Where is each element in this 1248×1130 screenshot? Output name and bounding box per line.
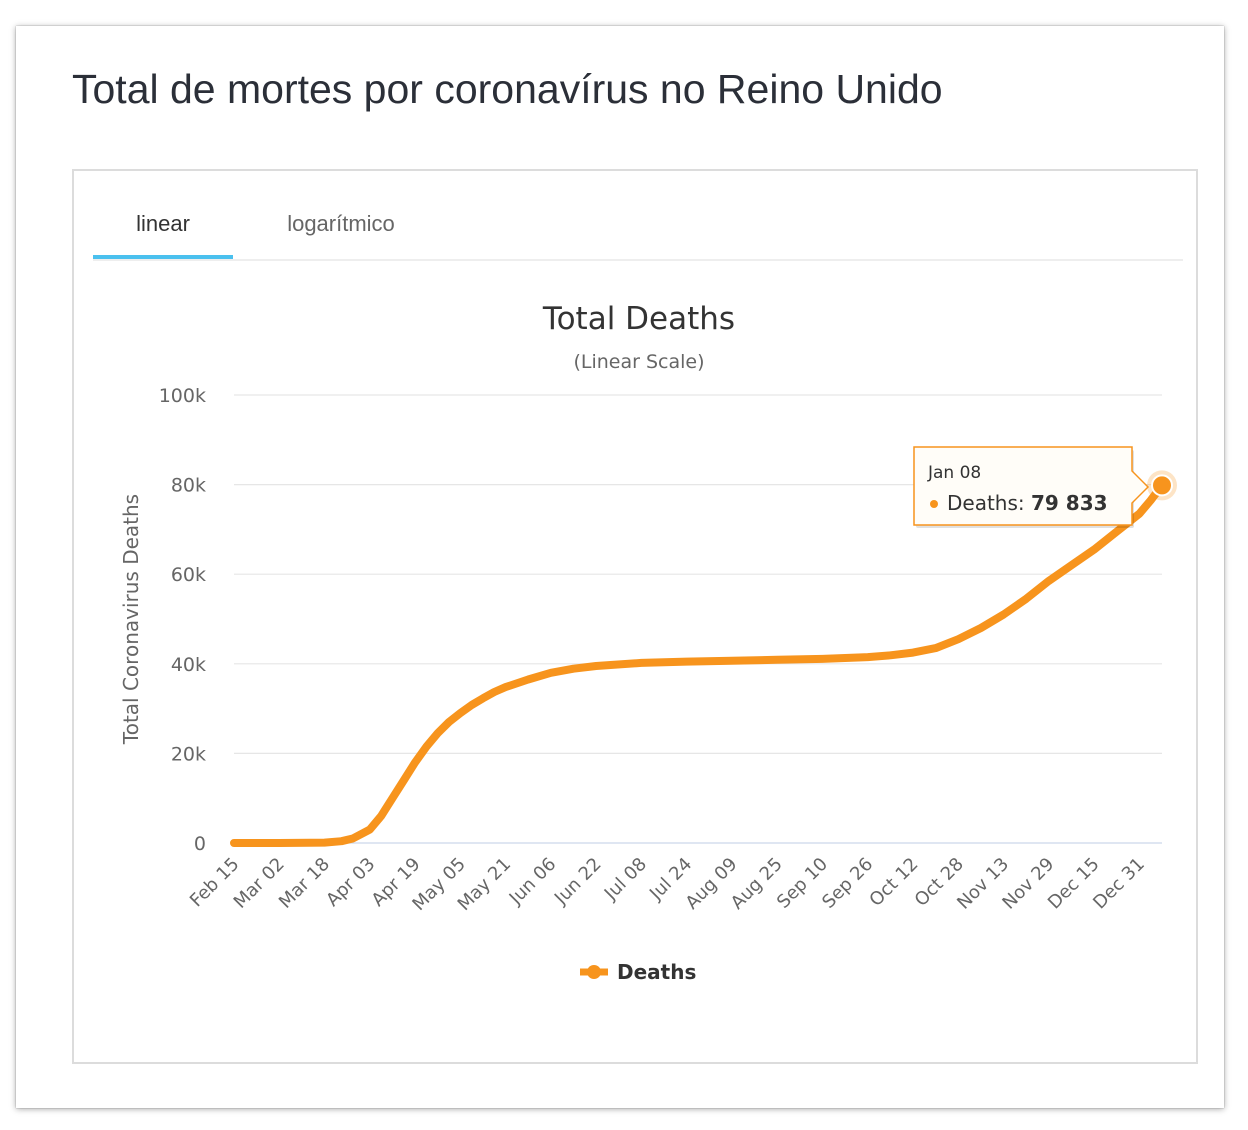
deaths-line-chart: Total Deaths (Linear Scale) 0 20k 40k 60k 80k 1… [119, 301, 1177, 984]
chart-card: Total de mortes por coronavírus no Reino… [16, 26, 1224, 1108]
x-tick-label: Oct 12 [865, 854, 922, 911]
legend-label-deaths: Deaths [617, 960, 696, 984]
tab-logarithmic[interactable]: logarítmico [287, 211, 395, 236]
x-tick-label: Apr 03 [322, 854, 379, 911]
x-tick-label: Mar 18 [275, 854, 334, 913]
x-tick-label: Aug 25 [727, 854, 787, 914]
chart-panel: linear logarítmico Total Deaths (Linear S… [72, 169, 1198, 1064]
tooltip-value: 79 833 [1031, 491, 1108, 515]
x-tick-label: Sep 26 [818, 854, 877, 913]
chart-subtitle: (Linear Scale) [573, 351, 704, 373]
y-tick-label: 40k [171, 654, 206, 676]
x-tick-label: Jul 08 [600, 854, 651, 905]
tab-linear[interactable]: linear [93, 211, 233, 259]
x-tick-label: Jun 22 [550, 854, 606, 910]
y-axis-title: Total Coronavirus Deaths [119, 494, 143, 745]
scale-tabs: linear logarítmico [93, 171, 1183, 261]
y-tick-label: 60k [171, 564, 206, 586]
chart-title: Total Deaths [542, 301, 735, 337]
tooltip-date: Jan 08 [927, 463, 981, 483]
legend-marker-deaths [587, 965, 601, 979]
y-tick-label: 0 [194, 833, 206, 855]
tooltip-series-marker [930, 500, 938, 508]
tooltip-box [913, 446, 1150, 526]
tooltip-series-label: Deaths: [947, 491, 1031, 515]
y-tick-label: 20k [171, 743, 206, 765]
series-line-deaths [230, 481, 1166, 847]
x-tick-label: Dec 31 [1089, 854, 1149, 914]
y-tick-label: 80k [171, 475, 206, 497]
x-tick-label: Jun 06 [505, 854, 561, 910]
data-point-highlighted [1151, 474, 1173, 497]
y-tick-label: 100k [159, 385, 206, 407]
tooltip-value-line: Deaths: 79 833 [947, 491, 1108, 515]
page-title: Total de mortes por coronavírus no Reino… [72, 66, 943, 112]
